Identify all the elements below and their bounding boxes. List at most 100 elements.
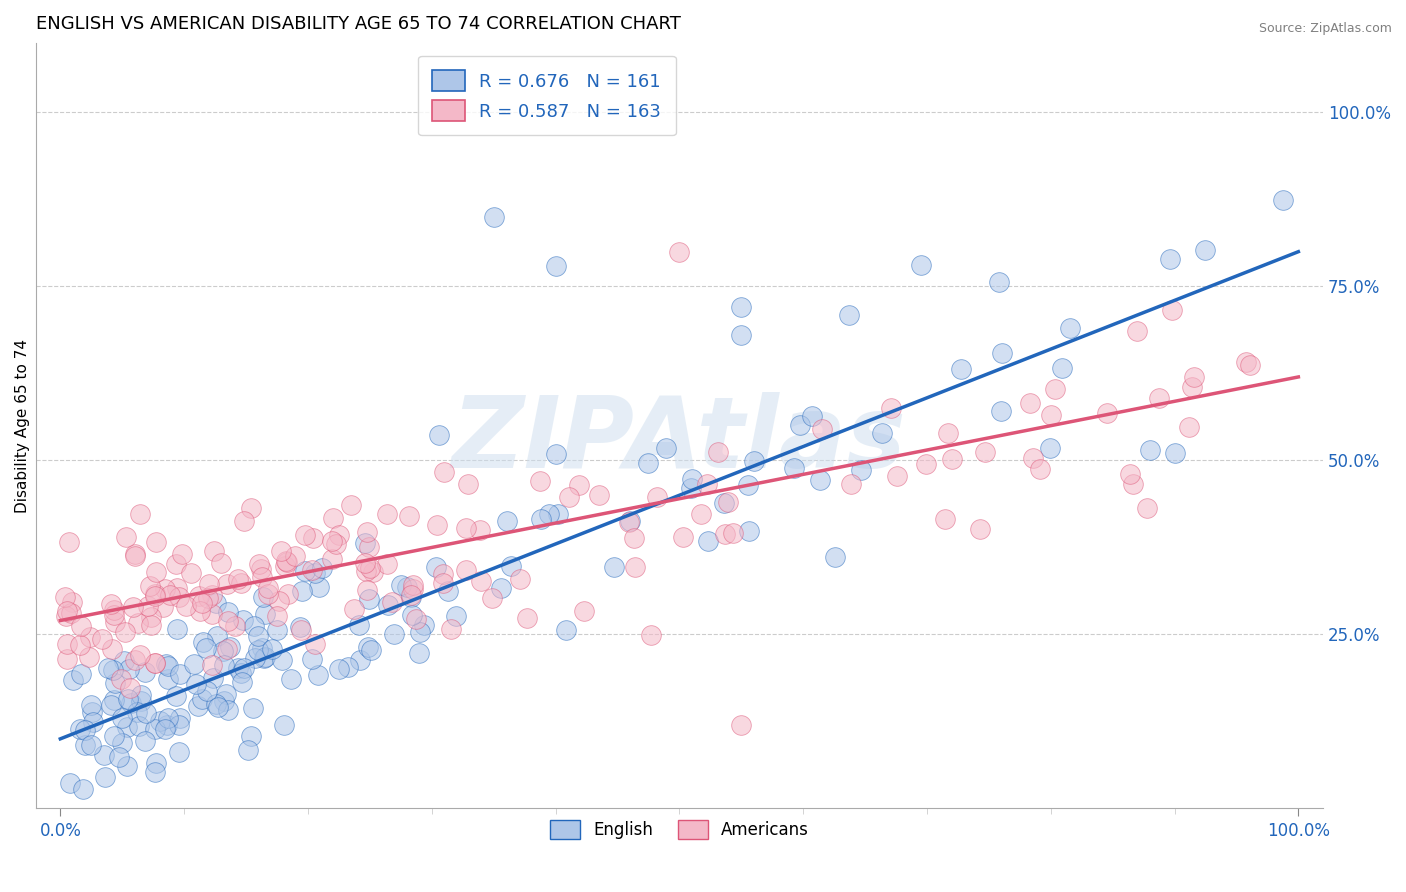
Point	[240, 500, 263, 515]
Point	[713, 496, 735, 510]
Point	[103, 693, 125, 707]
Point	[195, 683, 218, 698]
Point	[782, 461, 804, 475]
Point	[250, 570, 273, 584]
Point	[139, 610, 162, 624]
Point	[934, 511, 956, 525]
Point	[910, 258, 932, 272]
Point	[938, 426, 960, 441]
Point	[1040, 409, 1063, 423]
Point	[110, 736, 132, 750]
Point	[143, 589, 166, 603]
Point	[624, 560, 647, 574]
Point	[619, 515, 641, 529]
Point	[301, 563, 323, 577]
Point	[399, 587, 422, 601]
Point	[100, 698, 122, 713]
Point	[135, 706, 157, 721]
Point	[361, 565, 384, 579]
Point	[69, 667, 91, 681]
Point	[645, 490, 668, 504]
Point	[184, 677, 207, 691]
Point	[499, 558, 522, 573]
Point	[101, 642, 124, 657]
Point	[408, 624, 430, 639]
Point	[165, 689, 187, 703]
Point	[134, 665, 156, 680]
Point	[1119, 467, 1142, 482]
Point	[56, 604, 79, 618]
Point	[432, 575, 454, 590]
Point	[79, 631, 101, 645]
Point	[1039, 441, 1062, 455]
Point	[188, 604, 211, 618]
Point	[129, 648, 152, 662]
Point	[270, 544, 292, 558]
Point	[349, 653, 371, 667]
Point	[242, 701, 264, 715]
Point	[128, 719, 150, 733]
Point	[640, 628, 662, 642]
Point	[75, 739, 97, 753]
Point	[681, 481, 703, 495]
Point	[245, 651, 267, 665]
Y-axis label: Disability Age 65 to 74: Disability Age 65 to 74	[15, 339, 30, 513]
Point	[470, 523, 492, 537]
Point	[55, 651, 77, 665]
Point	[215, 577, 238, 591]
Point	[176, 599, 198, 614]
Point	[307, 667, 329, 681]
Point	[1126, 324, 1149, 338]
Point	[202, 544, 225, 558]
Point	[190, 596, 212, 610]
Point	[195, 641, 218, 656]
Point	[224, 619, 246, 633]
Point	[1029, 462, 1052, 476]
Point	[294, 527, 316, 541]
Point	[697, 534, 720, 549]
Point	[156, 659, 179, 673]
Point	[136, 599, 159, 614]
Point	[290, 623, 312, 637]
Point	[104, 615, 127, 630]
Point	[359, 560, 381, 574]
Point	[198, 576, 221, 591]
Point	[70, 619, 93, 633]
Point	[103, 608, 125, 623]
Point	[1097, 406, 1119, 420]
Point	[187, 698, 209, 713]
Point	[124, 549, 146, 563]
Point	[117, 692, 139, 706]
Point	[347, 618, 370, 632]
Point	[1022, 451, 1045, 466]
Point	[214, 657, 236, 672]
Point	[328, 662, 350, 676]
Point	[103, 663, 125, 677]
Point	[60, 595, 83, 609]
Point	[197, 591, 219, 606]
Point	[1122, 477, 1144, 491]
Point	[60, 606, 83, 620]
Point	[156, 672, 179, 686]
Point	[399, 591, 422, 605]
Point	[226, 661, 249, 675]
Point	[169, 667, 191, 681]
Point	[811, 422, 834, 436]
Point	[375, 507, 398, 521]
Point	[138, 579, 160, 593]
Point	[191, 691, 214, 706]
Point	[489, 581, 512, 595]
Point	[145, 756, 167, 770]
Point	[219, 640, 242, 655]
Point	[226, 572, 249, 586]
Point	[681, 472, 703, 486]
Point	[950, 361, 973, 376]
Point	[239, 729, 262, 743]
Point	[166, 622, 188, 636]
Point	[111, 711, 134, 725]
Point	[233, 661, 256, 675]
Point	[280, 673, 302, 687]
Point	[426, 517, 449, 532]
Point	[129, 694, 152, 708]
Point	[568, 478, 591, 492]
